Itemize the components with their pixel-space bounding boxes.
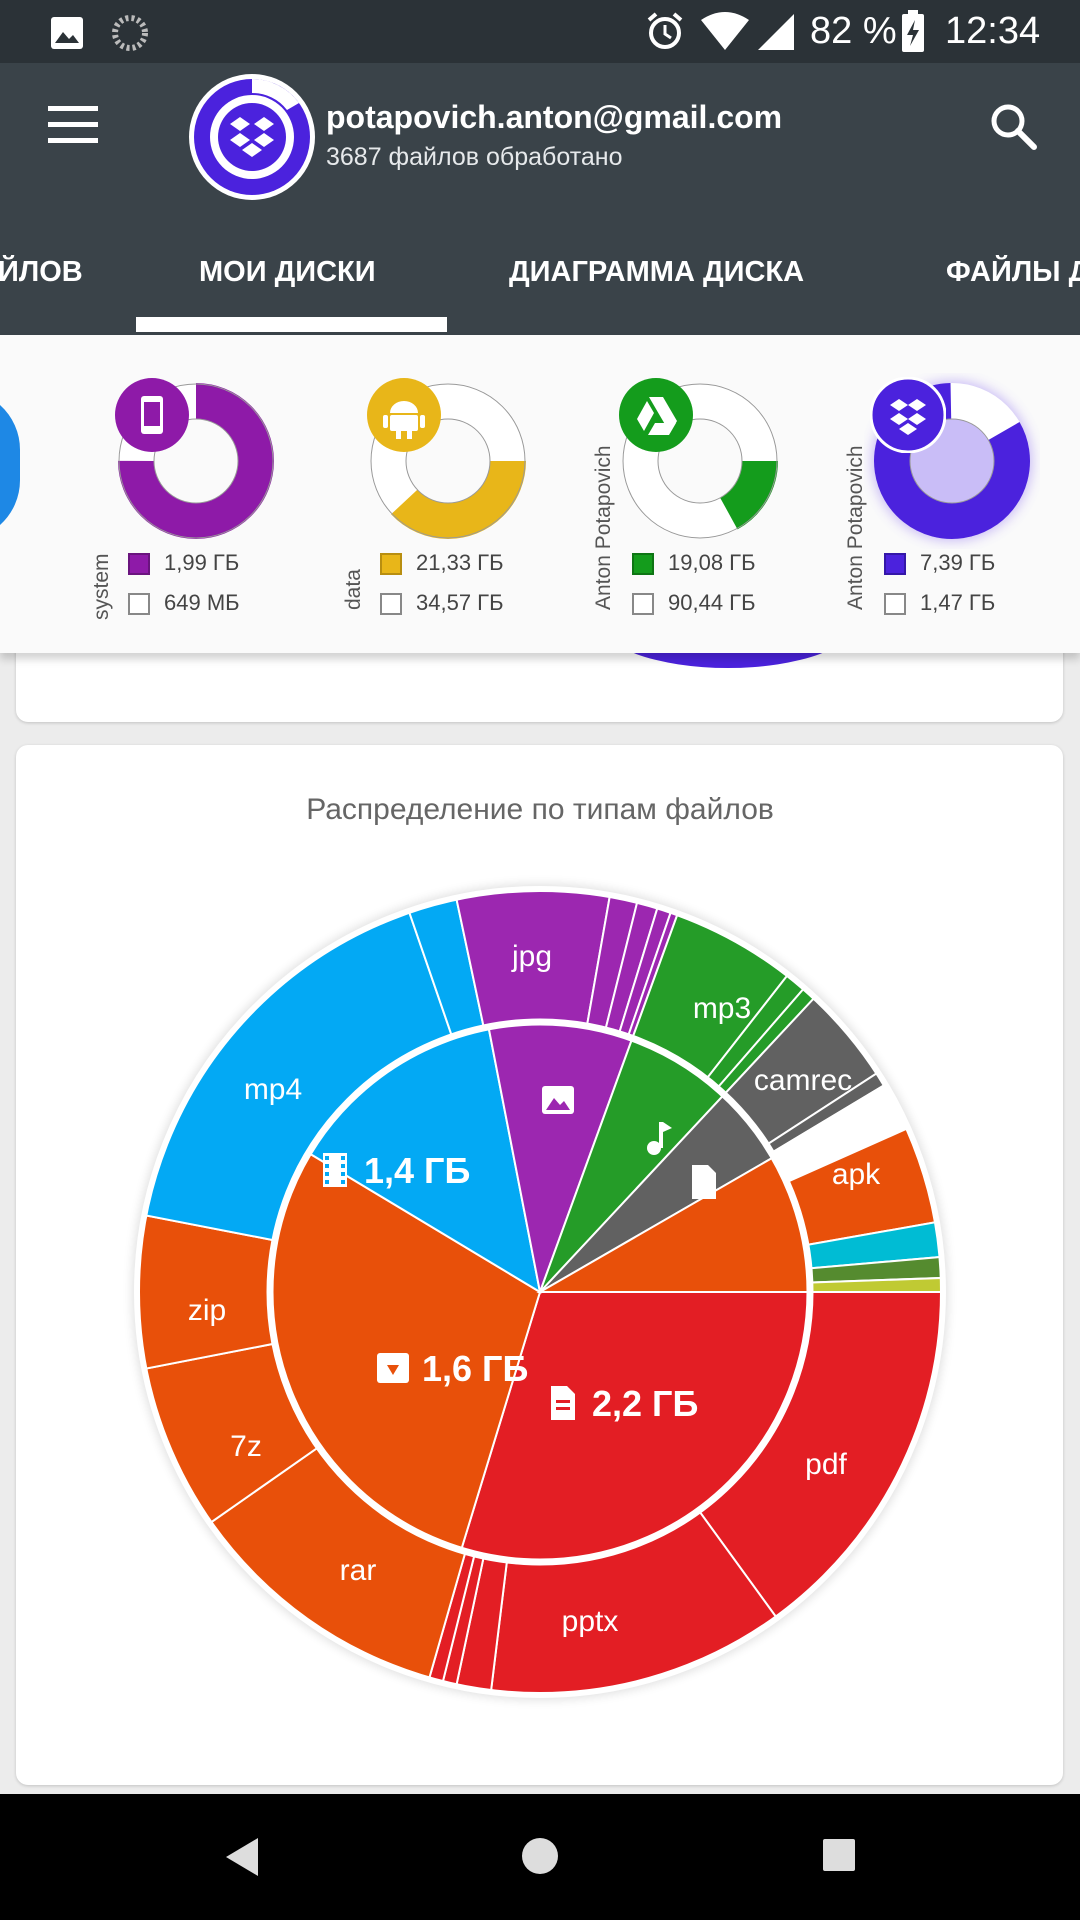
disk-item-google-drive[interactable]: Anton Potapovich 19,08 ГБ 90,44 ГБ [584, 335, 814, 653]
disk-free-legend: 649 МБ [128, 590, 240, 616]
disk-used-value: 1,99 ГБ [164, 550, 240, 575]
outer-label: pdf [805, 1448, 847, 1481]
disk-free-legend: 1,47 ГБ [884, 590, 995, 616]
avatar[interactable] [188, 73, 316, 201]
outer-label: zip [188, 1294, 226, 1327]
disk-name: data [342, 569, 365, 610]
back-icon[interactable] [222, 1836, 262, 1878]
files-processed: 3687 файлов обработано [326, 143, 623, 171]
tab-my-disks[interactable]: МОИ ДИСКИ [199, 256, 376, 288]
disk-usage-donut [370, 383, 526, 539]
disk-item-data[interactable]: data 21,33 ГБ 34,57 ГБ [332, 335, 552, 653]
outer-label: 7z [230, 1430, 262, 1463]
tab-duplicate-files[interactable]: ФАЙЛЫ Д [946, 256, 1080, 288]
disk-used-value: 7,39 ГБ [920, 550, 996, 575]
battery-percent: 82 % [810, 10, 897, 52]
hamburger-menu-icon[interactable] [46, 103, 100, 145]
image-icon [542, 1086, 574, 1114]
chart-title: Распределение по типам файлов [306, 793, 774, 826]
outer-label: camrec [754, 1064, 852, 1097]
outer-label: jpg [511, 940, 552, 973]
disk-usage-donut [622, 383, 778, 539]
disk-used-legend: 19,08 ГБ [632, 550, 756, 576]
disk-free-legend: 90,44 ГБ [632, 590, 756, 616]
outer-label: mp3 [693, 992, 751, 1025]
disk-name: Anton Potapovich [592, 445, 615, 610]
disk-item-dropbox[interactable]: Anton Potapovich 7,39 ГБ 1,47 ГБ [836, 335, 1066, 653]
disk-free-legend: 34,57 ГБ [380, 590, 504, 616]
account-email: potapovich.anton@gmail.com [326, 99, 783, 135]
android-icon [367, 378, 441, 452]
disk-free-value: 649 МБ [164, 590, 240, 615]
outer-label: rar [340, 1554, 377, 1587]
image-icon [51, 17, 83, 49]
home-icon[interactable] [520, 1836, 560, 1876]
wifi-icon [701, 12, 749, 50]
inner-size-label: 2,2 ГБ [592, 1383, 698, 1424]
document-icon [551, 1386, 575, 1420]
outer-label: mp4 [244, 1073, 302, 1106]
disks-panel: system 1,99 ГБ 649 МБ data 21,33 ГБ 34,5… [0, 335, 1080, 653]
alarm-icon [647, 12, 683, 49]
disk-used-legend: 1,99 ГБ [128, 550, 239, 576]
disk-used-legend: 21,33 ГБ [380, 550, 504, 576]
recents-icon[interactable] [822, 1838, 856, 1872]
music-icon [647, 1122, 672, 1155]
inner-size-label: 1,4 ГБ [364, 1150, 470, 1191]
file-icon [692, 1165, 716, 1199]
outer-label: pptx [562, 1605, 619, 1638]
google-drive-icon [619, 378, 693, 452]
signal-icon [758, 14, 794, 50]
disk-used-value: 19,08 ГБ [668, 550, 756, 575]
film-icon [323, 1153, 347, 1187]
inner-size-label: 1,6 ГБ [422, 1348, 528, 1389]
archive-icon [377, 1353, 409, 1383]
search-icon[interactable] [988, 101, 1040, 153]
hidden-disk-fragment [0, 405, 21, 525]
clock: 12:34 [945, 10, 1041, 52]
phone-icon [115, 378, 189, 452]
disk-name: system [90, 553, 113, 620]
tab-disk-diagram[interactable]: ДИАГРАММА ДИСКА [509, 256, 805, 288]
disk-usage-donut [118, 383, 274, 539]
disk-name: Anton Potapovich [844, 445, 867, 610]
outer-segment-zip[interactable] [136, 1214, 275, 1370]
dropbox-icon [870, 377, 946, 453]
disk-item-system[interactable]: system 1,99 ГБ 649 МБ [80, 335, 300, 653]
disk-used-value: 21,33 ГБ [416, 550, 504, 575]
selected-tab-indicator [136, 317, 447, 332]
disk-free-value: 1,47 ГБ [920, 590, 996, 615]
sync-icon [112, 15, 148, 51]
status-bar: 82 % 12:34 [0, 0, 1080, 63]
outer-label: apk [832, 1158, 881, 1191]
app-bar [0, 63, 1080, 335]
navigation-bar [0, 1794, 1080, 1920]
tab-files[interactable]: ЙЛОВ [0, 256, 83, 288]
disk-free-value: 34,57 ГБ [416, 590, 504, 615]
disk-used-legend: 7,39 ГБ [884, 550, 995, 576]
dropbox-icon [230, 117, 274, 157]
battery-charging-icon [902, 10, 924, 52]
file-types-sunburst-chart[interactable]: jpg mp3 camrec apk pdf pptx rar 7z zip mp4 2,2 ГБ… [0, 0, 1080, 1794]
disk-free-value: 90,44 ГБ [668, 590, 756, 615]
